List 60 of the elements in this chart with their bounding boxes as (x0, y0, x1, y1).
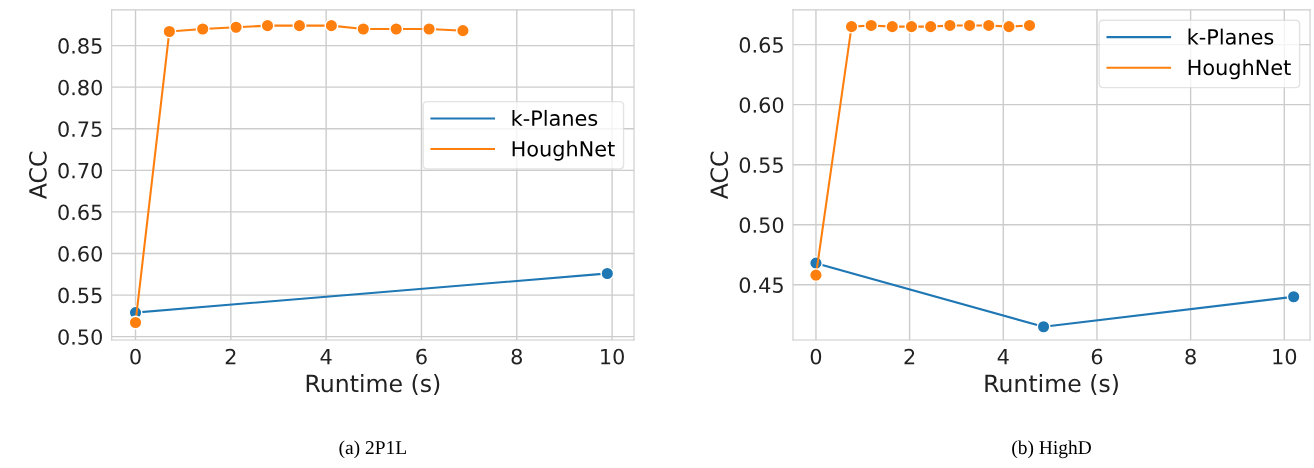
legend-label: k-Planes (512, 109, 598, 127)
point (389, 22, 404, 36)
x-tick-label: 2 (225, 348, 236, 365)
y-tick-label: 0.45 (739, 277, 783, 293)
point (324, 18, 339, 33)
point (195, 22, 210, 36)
point (942, 18, 957, 33)
x-tick-label: 8 (511, 348, 522, 365)
point (1036, 319, 1051, 334)
point (809, 268, 823, 283)
legend-label: HoughNet (512, 140, 615, 161)
point (600, 266, 615, 281)
x-tick-label: 10 (1273, 348, 1297, 365)
y-tick-label: 0.85 (58, 38, 102, 54)
point (455, 23, 470, 38)
point (1286, 289, 1301, 304)
y-tick-label: 0.70 (58, 162, 102, 179)
text: (a) 2P1L (339, 440, 406, 459)
point (1022, 18, 1037, 33)
x-tick-label: 4 (997, 348, 1009, 365)
x-tick-label: 6 (416, 348, 427, 365)
y-tick-label: 0.65 (739, 37, 783, 53)
x-tick-label: 10 (601, 348, 624, 365)
x-tick-label: 0 (810, 348, 822, 365)
point (864, 18, 879, 33)
y-tick-label: 0.65 (58, 204, 102, 221)
point (885, 19, 900, 34)
x-tick-label: 6 (1091, 348, 1103, 365)
y-tick-label: 0.50 (739, 217, 784, 233)
legend-label: HoughNet (1188, 59, 1291, 80)
point (229, 20, 244, 35)
point (1001, 19, 1016, 34)
x-tick-label: 2 (904, 348, 915, 365)
x-axis-title: Runtime (s) (306, 374, 440, 396)
point (962, 18, 977, 33)
y-tick-label: 0.55 (58, 287, 102, 304)
point (128, 315, 143, 330)
y-tick-label: 0.60 (739, 97, 784, 113)
y-axis-title: ACC (710, 151, 729, 200)
point (844, 19, 859, 34)
point (260, 18, 275, 33)
point (904, 19, 919, 34)
point (292, 18, 307, 33)
y-tick-label: 0.50 (58, 329, 102, 345)
x-axis-title: Runtime (s) (985, 374, 1118, 396)
x-tick-label: 8 (1185, 348, 1196, 365)
y-tick-label: 0.80 (58, 79, 102, 96)
point (422, 22, 437, 36)
point (981, 18, 996, 33)
x-tick-label: 4 (320, 348, 332, 365)
point (356, 22, 371, 36)
point (923, 19, 938, 34)
text: (b) HighD (1012, 440, 1091, 459)
y-tick-label: 0.55 (739, 157, 783, 173)
y-tick-label: 0.75 (58, 121, 102, 137)
y-axis-title: ACC (28, 151, 47, 200)
x-tick-label: 0 (130, 348, 141, 365)
point (162, 24, 177, 39)
y-tick-label: 0.60 (58, 245, 102, 262)
legend-label: k-Planes (1188, 28, 1274, 45)
